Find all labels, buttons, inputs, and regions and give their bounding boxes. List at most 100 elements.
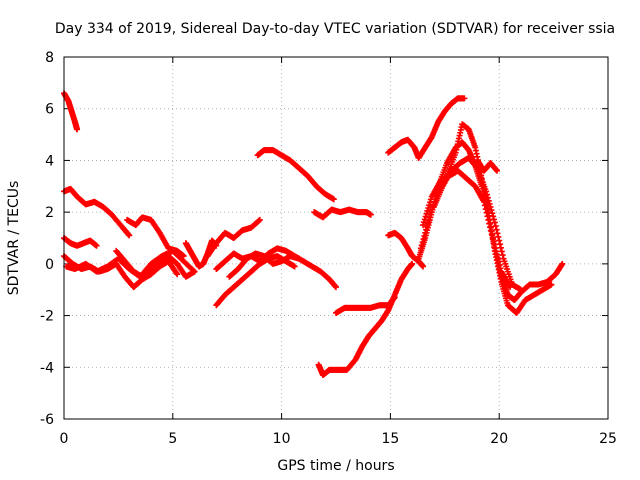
data-point bbox=[487, 203, 494, 210]
data-point bbox=[497, 244, 504, 251]
data-point bbox=[421, 232, 428, 239]
series-arc19 bbox=[415, 95, 468, 161]
data-point bbox=[492, 223, 499, 230]
data-point bbox=[330, 196, 337, 203]
series-arc14 bbox=[311, 206, 374, 221]
data-point bbox=[496, 261, 503, 268]
plot-frame bbox=[63, 56, 609, 420]
data-point bbox=[484, 194, 491, 201]
data-point bbox=[496, 237, 503, 244]
x-axis-label: GPS time / hours bbox=[277, 458, 394, 474]
data-point bbox=[487, 227, 494, 234]
series-arc6 bbox=[124, 214, 187, 260]
data-point bbox=[483, 188, 490, 195]
data-point bbox=[367, 211, 374, 218]
x-tick-label: 0 bbox=[60, 431, 69, 447]
series-arc5 bbox=[63, 247, 198, 280]
data-point bbox=[494, 255, 501, 262]
data-point bbox=[296, 255, 303, 262]
data-point bbox=[486, 200, 493, 207]
y-tick-label: -4 bbox=[40, 360, 54, 376]
data-point bbox=[494, 251, 501, 258]
data-point bbox=[491, 219, 498, 226]
data-point bbox=[418, 242, 425, 249]
data-point bbox=[422, 213, 429, 220]
series-arc16 bbox=[333, 294, 398, 316]
data-point bbox=[425, 217, 432, 224]
data-point bbox=[174, 271, 181, 278]
series-arc12 bbox=[226, 250, 303, 280]
data-point bbox=[420, 236, 427, 243]
data-point bbox=[494, 230, 501, 237]
data-point bbox=[419, 239, 426, 246]
y-tick-label: 2 bbox=[45, 205, 54, 221]
data-point bbox=[486, 220, 493, 227]
data-point bbox=[422, 229, 429, 236]
y-tick-label: 6 bbox=[45, 102, 54, 118]
data-point bbox=[191, 268, 198, 275]
data-point bbox=[126, 232, 133, 239]
data-point bbox=[417, 245, 424, 252]
series-arc7 bbox=[113, 247, 198, 280]
axis-ticks: 0 5 10 15 20 25 -6 -4 -2 0 2 4 6 8 bbox=[40, 50, 617, 447]
data-point bbox=[490, 216, 497, 223]
data-point bbox=[484, 213, 491, 220]
data-point bbox=[424, 220, 431, 227]
data-point bbox=[74, 126, 81, 133]
data-point bbox=[180, 253, 187, 260]
data-point bbox=[291, 263, 298, 270]
data-point bbox=[548, 281, 555, 288]
data-point bbox=[493, 248, 500, 255]
data-point bbox=[420, 219, 427, 226]
series-arc9 bbox=[204, 216, 263, 260]
data-point bbox=[559, 260, 566, 267]
data-point bbox=[495, 258, 502, 265]
data-point bbox=[489, 210, 496, 217]
data-point bbox=[484, 191, 491, 198]
data-point bbox=[485, 216, 492, 223]
data-point bbox=[256, 216, 263, 223]
y-tick-label: 0 bbox=[45, 257, 54, 273]
data-point bbox=[488, 231, 495, 238]
data-point bbox=[423, 210, 430, 217]
data-point bbox=[482, 206, 489, 213]
data-point bbox=[497, 265, 504, 272]
data-point bbox=[489, 235, 496, 241]
data-point bbox=[427, 196, 434, 203]
y-tick-label: 4 bbox=[45, 153, 54, 169]
x-tick-label: 20 bbox=[490, 431, 508, 447]
data-point bbox=[409, 260, 416, 267]
data-point bbox=[480, 198, 487, 205]
data-point bbox=[493, 226, 500, 233]
data-point bbox=[425, 205, 432, 212]
data-point bbox=[421, 216, 428, 223]
data-point bbox=[420, 263, 427, 270]
data-point bbox=[483, 209, 490, 216]
data-point bbox=[488, 207, 495, 214]
data-point bbox=[495, 233, 502, 240]
series-arc22 bbox=[420, 167, 514, 291]
y-tick-label: -6 bbox=[40, 412, 54, 428]
series-arc10 bbox=[213, 245, 339, 291]
grid bbox=[64, 57, 608, 419]
series-arc23 bbox=[430, 154, 524, 293]
data-point bbox=[487, 224, 494, 231]
y-tick-label: 8 bbox=[45, 50, 54, 66]
x-tick-label: 10 bbox=[273, 431, 291, 447]
y-axis-label: SDTVAR / TECUs bbox=[6, 181, 22, 296]
x-tick-label: 25 bbox=[599, 431, 617, 447]
series-arc1 bbox=[61, 90, 81, 133]
data-point bbox=[423, 223, 430, 230]
data-point bbox=[420, 222, 427, 229]
data-point bbox=[423, 226, 430, 233]
data-point bbox=[481, 202, 488, 209]
data-point bbox=[424, 207, 431, 214]
data-point bbox=[485, 197, 492, 204]
series-arc3 bbox=[61, 235, 100, 249]
data-point bbox=[490, 238, 497, 245]
y-tick-label: -2 bbox=[40, 309, 54, 325]
data-points bbox=[61, 90, 566, 379]
data-point bbox=[498, 248, 505, 255]
data-point bbox=[517, 286, 524, 293]
